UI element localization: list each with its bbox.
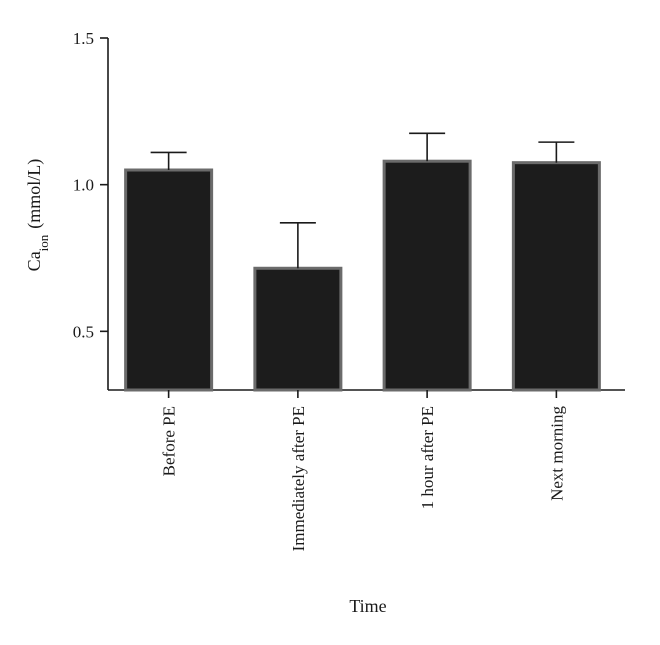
y-axis-title-subscript: ion <box>36 234 51 251</box>
x-tick-label: Immediately after PE <box>289 406 308 551</box>
x-tick-label: Next morning <box>547 406 566 501</box>
bars <box>124 159 601 392</box>
y-ticks: 0.5 1.0 1.5 <box>73 29 108 341</box>
y-tick-label: 0.5 <box>73 322 94 341</box>
y-axis-title-main: Ca <box>24 251 44 271</box>
x-tick-label: 1 hour after PE <box>418 406 437 509</box>
y-tick-label: 1.0 <box>73 176 94 195</box>
bar <box>253 266 343 392</box>
error-bars <box>150 132 575 269</box>
bar <box>382 159 472 392</box>
y-tick-label: 1.5 <box>73 29 94 48</box>
y-axis-title: Caion (mmol/L) <box>24 159 51 272</box>
x-tick-label: Before PE <box>160 406 179 476</box>
bar <box>124 168 214 392</box>
x-axis-title: Time <box>349 596 386 616</box>
x-ticks: Before PE Immediately after PE 1 hour afte… <box>160 390 566 551</box>
y-axis-title-unit: (mmol/L) <box>24 159 45 229</box>
bar <box>511 161 601 392</box>
